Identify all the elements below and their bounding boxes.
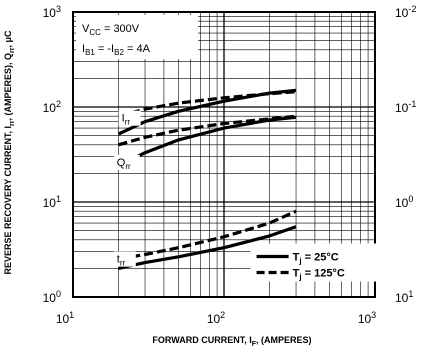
curve-labels: Irr Qrr trr	[113, 110, 141, 268]
x-tick-label: 101	[56, 310, 74, 326]
y-axis-title: REVERSE RECOVERY CURRENT, Irr, (AMPERES)…	[3, 30, 16, 274]
x-axis-title: FORWARD CURRENT, IF, (AMPERES)	[152, 335, 311, 348]
plot-frame	[72, 11, 376, 298]
series-trr-25c	[118, 225, 297, 270]
series-qrr-125c	[118, 114, 297, 147]
x-tick-label: 103	[358, 310, 376, 326]
curve-label-bg	[113, 251, 136, 267]
legend-bg	[250, 243, 383, 282]
curve-label-bg	[118, 110, 141, 126]
x-tick-label: 102	[207, 310, 225, 326]
y-tick-label-right: 100	[395, 194, 413, 210]
condition-vcc-label: VCC = 300V	[82, 23, 140, 37]
condition-ib-label: IB1 = -IB2 = 4A	[82, 43, 151, 57]
y-tick-label-left: 101	[43, 194, 61, 210]
legend-label: Tj = 25°C	[293, 252, 339, 266]
series-irr-125c	[118, 90, 297, 118]
curve-label-qrr: Qrr	[117, 157, 131, 171]
y-tick-label-right: 10-1	[395, 99, 416, 115]
tick-labels: 101 102 103 103 102 101 100 10-2 10-1 100 101	[43, 4, 417, 326]
y-tick-label-right: 101	[395, 289, 413, 305]
curve-label-irr: Irr	[122, 113, 131, 127]
series-trr-125c	[118, 209, 297, 261]
y-tick-label-left: 100	[43, 289, 61, 305]
legend-label: Tj = 125°C	[293, 268, 345, 282]
series-lines	[117, 88, 297, 270]
curve-label-bg	[113, 154, 140, 170]
legend: Tj = 25°C Tj = 125°C	[250, 243, 383, 282]
y-tick-label-right: 10-2	[395, 4, 416, 20]
y-tick-label-left: 102	[43, 99, 61, 115]
conditions-box	[76, 15, 198, 59]
curve-label-trr: trr	[117, 254, 126, 268]
y-tick-label-left: 103	[43, 4, 61, 20]
